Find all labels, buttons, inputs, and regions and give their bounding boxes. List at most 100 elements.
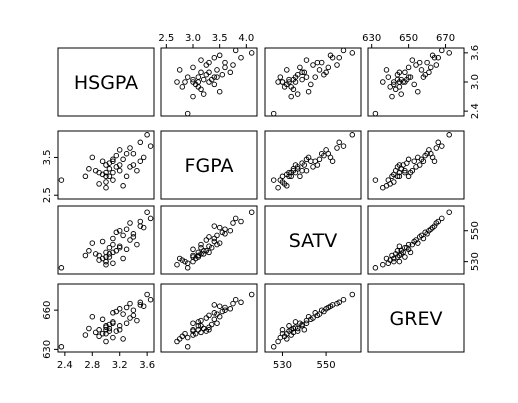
point-hsgpa-vs-satv-4	[312, 74, 318, 80]
panel-frame	[367, 205, 465, 275]
point-hsgpa-vs-grev-20	[426, 69, 432, 76]
matrix-panels	[57, 47, 465, 353]
right-tick-label-satv-1: 550	[470, 221, 481, 240]
point-grev-vs-hsgpa-19	[110, 334, 116, 341]
point-fgpa-vs-satv-22	[310, 164, 316, 170]
point-grev-vs-fgpa-19	[184, 334, 191, 341]
point-satv-vs-hsgpa-6	[130, 231, 137, 237]
point-fgpa-vs-grev-33	[428, 150, 434, 157]
point-hsgpa-vs-fgpa-5	[179, 84, 186, 90]
top-tick-label-grev-0: 630	[362, 33, 381, 44]
point-grev-vs-satv-0	[301, 327, 308, 333]
point-hsgpa-vs-fgpa-28	[211, 81, 218, 88]
point-grev-vs-hsgpa-36	[137, 302, 144, 308]
point-fgpa-vs-hsgpa-2	[58, 177, 65, 183]
panel-frame	[160, 283, 258, 353]
point-satv-vs-grev-1	[446, 209, 452, 215]
point-grev-vs-fgpa-38	[195, 327, 202, 333]
point-fgpa-vs-satv-15	[303, 167, 310, 174]
point-fgpa-vs-hsgpa-34	[103, 179, 109, 185]
point-fgpa-vs-hsgpa-38	[96, 169, 102, 176]
point-satv-vs-fgpa-32	[200, 248, 207, 254]
point-satv-vs-grev-35	[402, 244, 408, 251]
right-tick-label-satv-0: 530	[470, 252, 481, 271]
point-grev-vs-hsgpa-31	[113, 308, 120, 315]
point-grev-vs-hsgpa-6	[130, 307, 137, 313]
point-grev-vs-hsgpa-0	[116, 327, 123, 333]
point-grev-vs-hsgpa-9	[89, 313, 96, 320]
point-satv-vs-hsgpa-11	[103, 261, 109, 268]
point-satv-vs-hsgpa-9	[89, 240, 96, 246]
point-satv-vs-fgpa-28	[211, 238, 218, 245]
point-hsgpa-vs-fgpa-12	[203, 71, 210, 78]
point-hsgpa-vs-fgpa-31	[219, 71, 226, 78]
left-tick-label-grev-1: 660	[42, 301, 53, 320]
point-fgpa-vs-hsgpa-5	[96, 181, 102, 187]
point-grev-vs-hsgpa-28	[99, 316, 106, 323]
point-satv-vs-hsgpa-39	[127, 220, 133, 226]
point-grev-vs-satv-28	[308, 316, 314, 323]
point-hsgpa-vs-satv-11	[275, 79, 281, 85]
point-fgpa-vs-hsgpa-39	[127, 145, 133, 151]
point-grev-vs-fgpa-22	[203, 315, 210, 321]
left-tick-label-fgpa-1: 3.5	[42, 149, 53, 165]
point-satv-vs-fgpa-29	[206, 234, 212, 240]
point-fgpa-vs-satv-38	[288, 169, 294, 176]
panel-frame	[367, 47, 465, 117]
panel-fgpa-vs-hsgpa	[57, 130, 155, 200]
point-satv-vs-grev-39	[433, 220, 440, 226]
point-hsgpa-vs-satv-33	[325, 64, 332, 71]
panel-frame	[160, 205, 258, 275]
point-grev-vs-satv-24	[279, 327, 286, 333]
point-fgpa-vs-satv-32	[294, 166, 301, 172]
point-satv-vs-hsgpa-21	[106, 244, 113, 251]
panel-frame	[367, 130, 465, 200]
bottom-tick-label-hsgpa-1: 2.8	[84, 360, 100, 371]
point-hsgpa-vs-grev-2	[372, 110, 379, 117]
point-satv-vs-hsgpa-37	[110, 241, 116, 248]
point-hsgpa-vs-satv-38	[288, 84, 294, 90]
point-satv-vs-grev-2	[372, 265, 379, 271]
point-hsgpa-vs-satv-31	[321, 71, 327, 78]
point-satv-vs-grev-0	[396, 243, 403, 249]
left-tick-label-fgpa-0: 2.5	[42, 187, 53, 203]
variable-label-fgpa: FGPA	[185, 155, 234, 177]
point-satv-vs-fgpa-31	[219, 229, 226, 236]
point-hsgpa-vs-satv-25	[340, 47, 347, 54]
point-satv-vs-hsgpa-1	[144, 209, 150, 215]
panel-satv-vs-fgpa	[160, 205, 258, 275]
point-grev-vs-hsgpa-8	[123, 320, 130, 326]
point-grev-vs-fgpa-5	[179, 333, 186, 340]
point-satv-vs-fgpa-25	[232, 215, 239, 222]
point-satv-vs-hsgpa-18	[140, 224, 147, 231]
top-tick-label-fgpa-1: 3.0	[185, 33, 201, 44]
point-satv-vs-fgpa-19	[184, 260, 191, 266]
point-fgpa-vs-satv-14	[316, 156, 323, 163]
point-hsgpa-vs-fgpa-15	[198, 57, 204, 63]
point-fgpa-vs-grev-1	[446, 132, 452, 138]
point-satv-vs-hsgpa-10	[137, 218, 144, 225]
point-satv-vs-grev-32	[398, 248, 404, 254]
point-hsgpa-vs-fgpa-39	[230, 62, 236, 68]
point-hsgpa-vs-grev-23	[392, 86, 399, 93]
point-hsgpa-vs-grev-10	[435, 54, 441, 61]
point-grev-vs-fgpa-30	[190, 328, 196, 334]
point-hsgpa-vs-fgpa-25	[232, 47, 239, 54]
point-hsgpa-vs-satv-29	[314, 59, 321, 66]
point-fgpa-vs-grev-24	[396, 173, 403, 180]
point-satv-vs-hsgpa-35	[116, 244, 123, 251]
point-fgpa-vs-hsgpa-21	[106, 160, 113, 166]
right-tick-label-hsgpa-1: 3.0	[470, 74, 481, 90]
top-tick-label-fgpa-3: 4.0	[238, 33, 254, 44]
point-hsgpa-vs-satv-30	[286, 76, 292, 83]
point-grev-vs-hsgpa-13	[99, 330, 106, 337]
point-satv-vs-grev-34	[391, 258, 397, 265]
point-grev-vs-fgpa-37	[214, 320, 220, 326]
point-grev-vs-hsgpa-38	[96, 327, 102, 333]
panel-grev-vs-grev	[367, 283, 465, 353]
point-fgpa-vs-satv-28	[308, 158, 314, 164]
point-grev-vs-hsgpa-27	[120, 336, 126, 342]
point-grev-vs-hsgpa-11	[103, 338, 109, 345]
point-fgpa-vs-satv-39	[334, 145, 340, 151]
point-hsgpa-vs-grev-35	[402, 69, 408, 76]
